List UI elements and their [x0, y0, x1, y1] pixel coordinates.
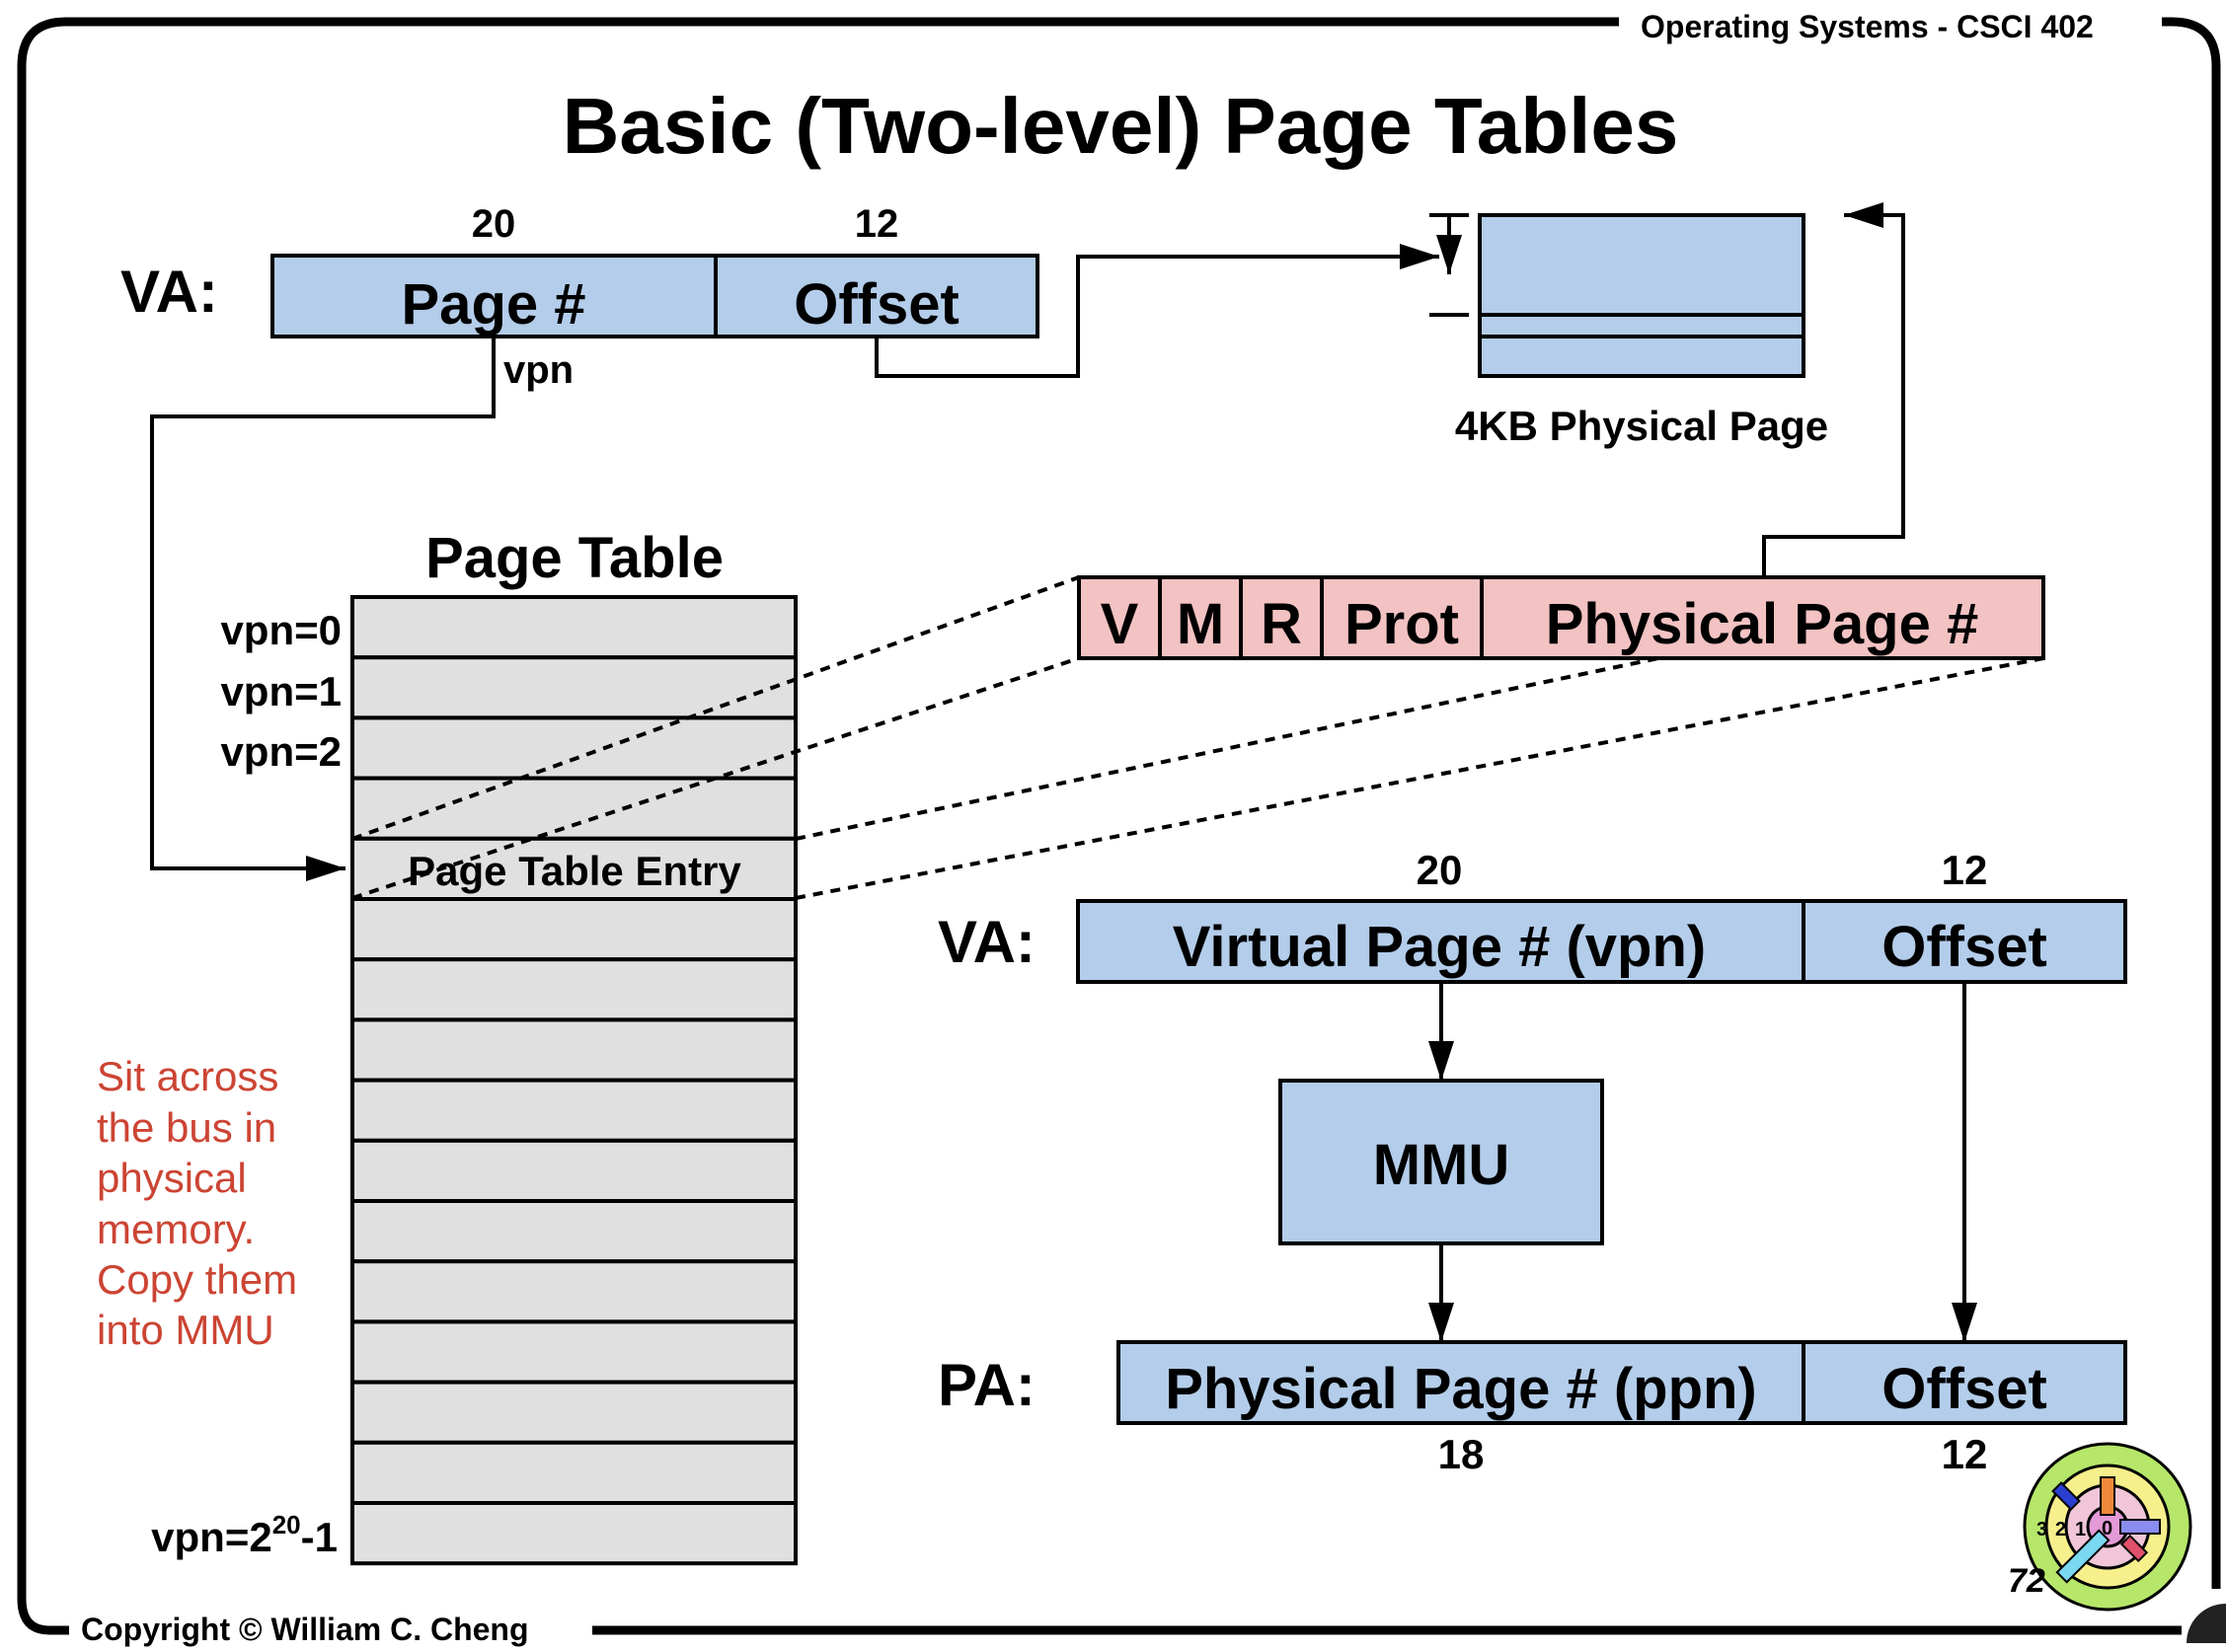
bottom-va-label: VA: — [938, 909, 1036, 975]
vpn-row-label-2: vpn=2 — [220, 728, 342, 775]
page-table-row — [350, 1138, 798, 1204]
page-table-row — [350, 1440, 798, 1506]
pa-offset-field-label: Offset — [1881, 1357, 2047, 1421]
side-note: Sit across the bus in physical memory. C… — [97, 1053, 297, 1353]
page-table-row — [350, 715, 798, 781]
page-table-row — [350, 776, 798, 841]
page-table-row — [350, 1319, 798, 1385]
mmu-label: MMU — [1373, 1133, 1510, 1197]
zoom-line-1 — [351, 575, 1080, 841]
va-offset-bits: 12 — [1942, 847, 1988, 893]
note-line-1: the bus in — [97, 1104, 276, 1151]
va-vpn-field-label: Virtual Page # (vpn) — [1173, 915, 1706, 979]
page-table-row — [350, 595, 798, 660]
top-page-field-label: Page # — [402, 272, 586, 337]
vpn-label: vpn — [503, 348, 574, 392]
page-table-row — [350, 1259, 798, 1324]
offset-arrow — [875, 244, 1439, 378]
course-label: Operating Systems - CSCI 402 — [1641, 9, 2094, 44]
pte-label-r: R — [1261, 592, 1302, 656]
note-line-5: into MMU — [97, 1307, 274, 1353]
page-table-row — [350, 655, 798, 720]
ring-label-3: 3 — [2036, 1519, 2047, 1540]
pte-field-ppn — [1480, 575, 2045, 660]
page-table-row — [350, 1199, 798, 1264]
pte-field-v — [1077, 575, 1162, 660]
pa-offset-bits: 12 — [1942, 1431, 1988, 1477]
vpn-row-label-1: vpn=1 — [220, 668, 342, 714]
page-table-row — [350, 1017, 798, 1083]
note-line-3: memory. — [97, 1206, 255, 1252]
ring-label-2: 2 — [2055, 1519, 2066, 1540]
top-offset-bits: 12 — [855, 202, 899, 246]
page-table-entry-label: Page Table Entry — [408, 848, 741, 894]
corner-mark — [2187, 1604, 2226, 1643]
page-table-row — [350, 1501, 798, 1566]
pte-label-v: V — [1101, 592, 1139, 656]
slide-number: 72 — [2008, 1562, 2045, 1600]
pte-label-prot: Prot — [1344, 592, 1459, 656]
zoom-line-3 — [795, 656, 1659, 841]
physical-page — [1478, 213, 1805, 378]
vpn-arrow — [150, 337, 496, 881]
page-table-row — [350, 1078, 798, 1143]
page-title: Basic (Two-level) Page Tables — [563, 82, 1679, 170]
note-line-2: physical — [97, 1155, 247, 1201]
pte: V M R Prot Physical Page # — [1077, 575, 2045, 660]
va-vpn-bits: 20 — [1417, 847, 1463, 893]
pa-ppn-field — [1116, 1340, 1805, 1425]
top-va-label: VA: — [120, 259, 218, 325]
ppn-arrow — [1762, 202, 1905, 577]
ring-logo: 3 2 1 0 — [2023, 1442, 2192, 1612]
bottom-pa-label: PA: — [938, 1352, 1036, 1418]
page-table — [350, 595, 798, 1566]
top-page-field — [270, 254, 718, 338]
pte-label-ppn: Physical Page # — [1546, 592, 1978, 656]
ring-label-0: 0 — [2102, 1518, 2112, 1539]
slide-frame — [17, 17, 2221, 1635]
pte-field-m — [1158, 575, 1243, 660]
page-table-title: Page Table — [425, 526, 724, 590]
pte-label-m: M — [1177, 592, 1224, 656]
va-offset-field-label: Offset — [1881, 915, 2047, 979]
page-table-row — [350, 897, 798, 962]
zoom-line-2 — [351, 656, 1080, 900]
vpn-row-label-0: vpn=0 — [220, 607, 342, 653]
note-line-4: Copy them — [97, 1256, 297, 1303]
mmu-box — [1278, 1079, 1604, 1245]
top-page-bits: 20 — [472, 202, 516, 246]
vpn-row-label-last: vpn=220-1 — [151, 1510, 338, 1560]
page-table-row — [350, 1380, 798, 1445]
pa-ppn-field-label: Physical Page # (ppn) — [1165, 1357, 1757, 1421]
ring-label-1: 1 — [2075, 1519, 2086, 1540]
pa-ppn-bits: 18 — [1438, 1431, 1485, 1477]
page-table-row — [350, 957, 798, 1022]
va-offset-field — [1802, 899, 2127, 984]
physical-page-caption: 4KB Physical Page — [1455, 403, 1828, 449]
pa-offset-field — [1802, 1340, 2127, 1425]
note-line-0: Sit across — [97, 1053, 278, 1099]
copyright: Copyright © William C. Cheng — [81, 1612, 529, 1647]
pte-field-r — [1239, 575, 1324, 660]
top-offset-field-label: Offset — [794, 272, 959, 337]
